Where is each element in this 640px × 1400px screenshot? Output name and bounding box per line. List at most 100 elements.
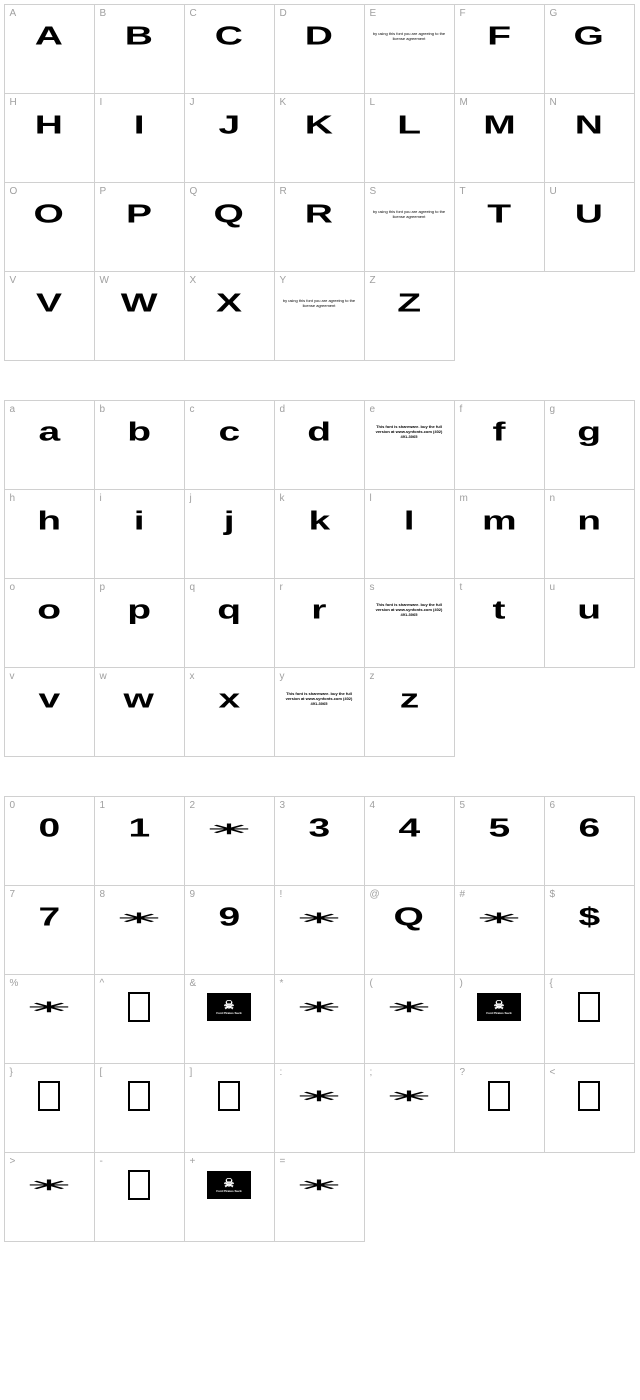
glyph-cell: &☠Font Pirates Suck xyxy=(184,974,275,1064)
glyph-character: 9 xyxy=(218,903,240,932)
glyph-cell: * xyxy=(274,974,365,1064)
glyph-character: l xyxy=(404,507,415,536)
glyph-character: k xyxy=(308,507,330,536)
glyph-cell: AA xyxy=(4,4,95,94)
glyph-character: j xyxy=(224,507,235,536)
glyph-cell: 55 xyxy=(454,796,545,886)
glyph-character: T xyxy=(487,200,511,229)
glyph-cell: % xyxy=(4,974,95,1064)
glyph-character: Z xyxy=(397,289,421,318)
glyph-character: x xyxy=(218,685,240,714)
glyph-display: n xyxy=(545,502,634,542)
glyph-cell: zz xyxy=(364,667,455,757)
starburst-icon xyxy=(474,903,524,933)
glyph-display: V xyxy=(5,284,94,324)
glyph-display: M xyxy=(455,106,544,146)
empty-glyph-box xyxy=(578,1081,600,1111)
glyph-display xyxy=(275,1165,364,1205)
glyph-display: Q xyxy=(185,195,274,235)
license-text: by using this font you are agreeing to t… xyxy=(365,210,454,220)
glyph-character: J xyxy=(218,111,240,140)
glyph-display: R xyxy=(275,195,364,235)
glyph-character: f xyxy=(493,418,506,447)
glyph-character: u xyxy=(577,596,601,625)
glyph-cell: OO xyxy=(4,182,95,272)
glyph-cell: 11 xyxy=(94,796,185,886)
glyph-character: 7 xyxy=(38,903,60,932)
glyph-character: 5 xyxy=(488,814,510,843)
glyph-cell: dd xyxy=(274,400,365,490)
glyph-display: This font is shareware. buy the full ver… xyxy=(365,413,454,453)
glyph-cell: HH xyxy=(4,93,95,183)
glyph-display: G xyxy=(545,17,634,57)
glyph-character: q xyxy=(217,596,241,625)
glyph-display: w xyxy=(95,680,184,720)
glyph-display: 1 xyxy=(95,809,184,849)
glyph-display: m xyxy=(455,502,544,542)
glyph-character: V xyxy=(36,289,62,318)
glyph-cell: 77 xyxy=(4,885,95,975)
glyph-cell: )☠Font Pirates Suck xyxy=(454,974,545,1064)
starburst-icon xyxy=(204,814,254,844)
glyph-character: K xyxy=(305,111,333,140)
glyph-cell: tt xyxy=(454,578,545,668)
glyph-character: Q xyxy=(214,200,244,229)
glyph-display: 6 xyxy=(545,809,634,849)
glyph-character: g xyxy=(577,418,601,447)
glyph-display: A xyxy=(5,17,94,57)
glyph-display xyxy=(275,898,364,938)
glyph-display xyxy=(275,987,364,1027)
glyph-cell: ; xyxy=(364,1063,455,1153)
glyph-cell: pp xyxy=(94,578,185,668)
glyph-cell: XX xyxy=(184,271,275,361)
glyph-display: ☠Font Pirates Suck xyxy=(455,987,544,1027)
glyph-display: h xyxy=(5,502,94,542)
glyph-character: p xyxy=(127,596,151,625)
glyph-character: h xyxy=(37,507,61,536)
glyph-character: m xyxy=(482,507,517,536)
glyph-cell: # xyxy=(454,885,545,975)
glyph-cell: xx xyxy=(184,667,275,757)
glyph-character: P xyxy=(126,200,152,229)
glyph-cell: vv xyxy=(4,667,95,757)
glyph-character: a xyxy=(38,418,60,447)
glyph-display: ☠Font Pirates Suck xyxy=(185,1165,274,1205)
starburst-icon xyxy=(114,903,164,933)
glyph-display: f xyxy=(455,413,544,453)
glyph-cell: WW xyxy=(94,271,185,361)
glyph-display xyxy=(365,1076,454,1116)
glyph-cell: oo xyxy=(4,578,95,668)
empty-glyph-box xyxy=(38,1081,60,1111)
starburst-icon xyxy=(384,1081,434,1111)
glyph-character: I xyxy=(134,111,145,140)
glyph-cell: : xyxy=(274,1063,365,1153)
glyph-cell: @Q xyxy=(364,885,455,975)
glyph-display: N xyxy=(545,106,634,146)
glyph-cell: aa xyxy=(4,400,95,490)
glyph-character: 6 xyxy=(578,814,600,843)
glyph-display: by using this font you are agreeing to t… xyxy=(365,195,454,235)
glyph-display xyxy=(95,1165,184,1205)
skull-icon: ☠ xyxy=(224,999,235,1011)
glyph-display: u xyxy=(545,591,634,631)
glyph-display xyxy=(185,809,274,849)
glyph-display: B xyxy=(95,17,184,57)
glyph-cell: GG xyxy=(544,4,635,94)
glyph-character: G xyxy=(574,22,604,51)
glyph-character: z xyxy=(399,685,419,714)
skull-icon: ☠ xyxy=(224,1177,235,1189)
glyph-character: n xyxy=(577,507,601,536)
glyph-character: O xyxy=(34,200,64,229)
glyph-display xyxy=(5,1076,94,1116)
glyph-character: F xyxy=(487,22,511,51)
glyph-display: t xyxy=(455,591,544,631)
glyph-cell: JJ xyxy=(184,93,275,183)
glyph-display: 9 xyxy=(185,898,274,938)
pirate-flag-icon: ☠Font Pirates Suck xyxy=(477,993,521,1021)
glyph-cell: KK xyxy=(274,93,365,183)
glyph-display: P xyxy=(95,195,184,235)
license-text: by using this font you are agreeing to t… xyxy=(365,32,454,42)
glyph-display: D xyxy=(275,17,364,57)
glyph-display xyxy=(5,1165,94,1205)
glyph-cell: +☠Font Pirates Suck xyxy=(184,1152,275,1242)
